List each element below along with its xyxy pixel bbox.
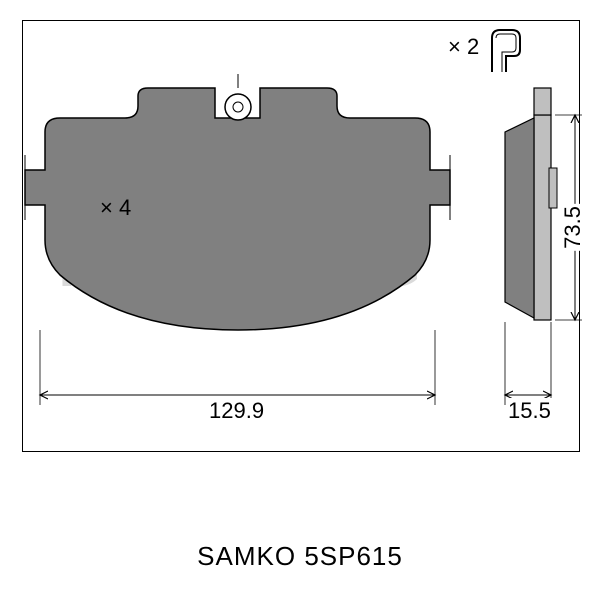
brand-label: SAMKO xyxy=(197,541,296,571)
diagram-canvas: TRUSTING xyxy=(0,0,600,600)
part-number-label: 5SP615 xyxy=(304,541,403,571)
diagram-svg xyxy=(0,0,600,600)
height-dimension-label: 73.5 xyxy=(560,204,586,251)
thickness-dimension-label: 15.5 xyxy=(506,398,553,424)
dimension-thickness xyxy=(505,322,551,405)
width-dimension-label: 129.9 xyxy=(205,398,268,424)
product-footer: SAMKO 5SP615 xyxy=(0,541,600,600)
clip-quantity-label: × 2 xyxy=(448,34,479,60)
brake-pad-side xyxy=(505,88,557,320)
pad-quantity-label: × 4 xyxy=(100,195,131,221)
brake-pad-front xyxy=(25,74,450,330)
dimension-width xyxy=(40,330,435,405)
retaining-clip xyxy=(492,30,520,72)
